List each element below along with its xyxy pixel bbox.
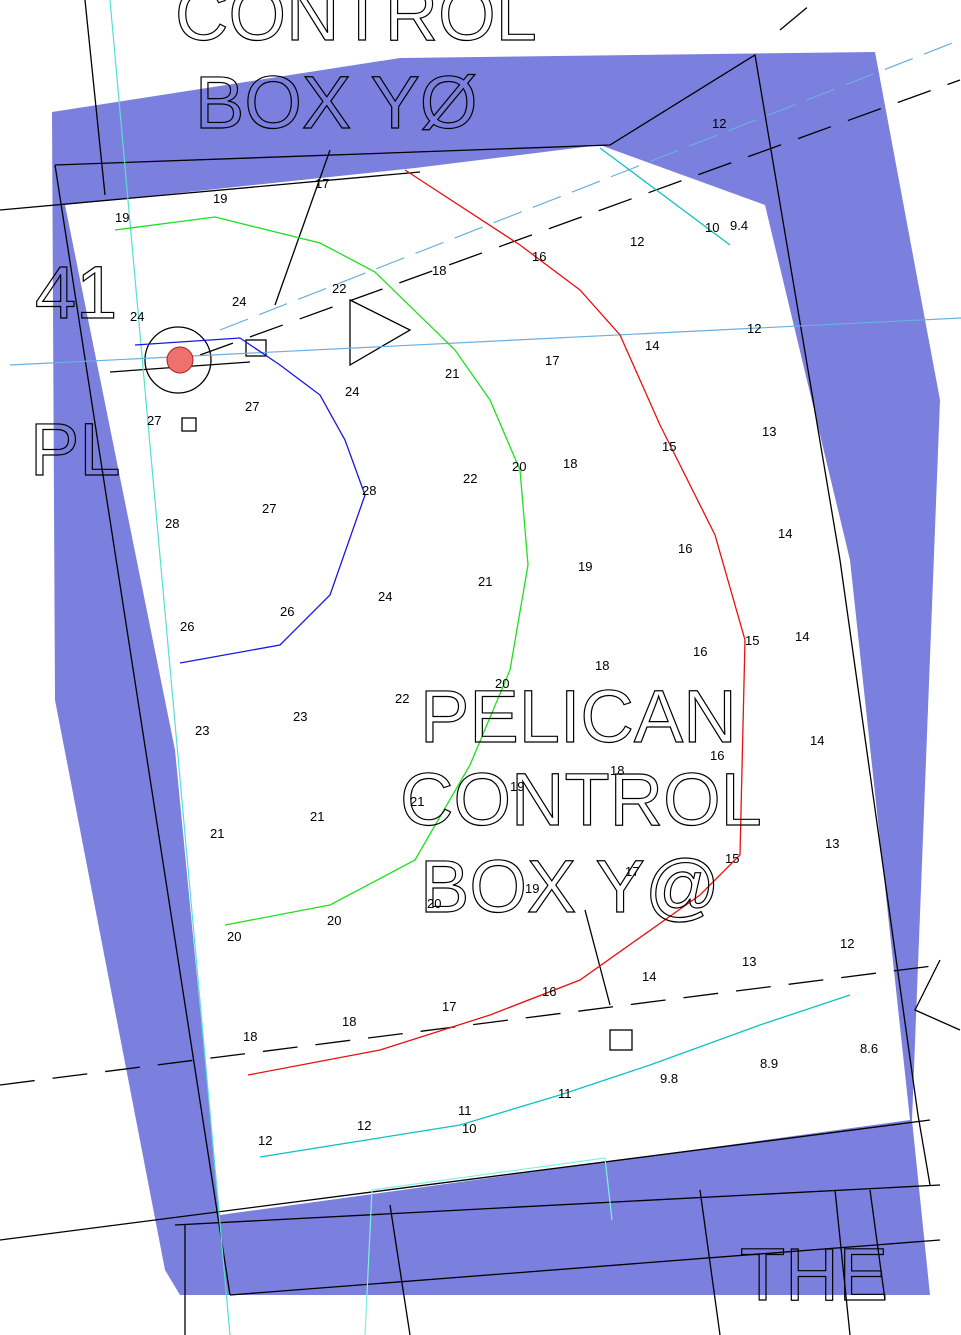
spot-elevation: 17 [442, 999, 456, 1014]
spot-elevation: 23 [195, 723, 209, 738]
spot-elevation: 18 [610, 763, 624, 778]
spot-elevation: 18 [342, 1014, 356, 1029]
spot-elevation: 12 [357, 1118, 371, 1133]
spot-elevation: 22 [332, 281, 346, 296]
lot-number: 41 [35, 251, 117, 334]
spot-elevation: 24 [232, 294, 246, 309]
spot-elevation: 27 [147, 413, 161, 428]
spot-elevation: 19 [578, 559, 592, 574]
spot-elevation: 16 [693, 644, 707, 659]
spot-elevation: 14 [642, 969, 656, 984]
spot-elevation: 17 [545, 353, 559, 368]
spot-elevation: 22 [463, 471, 477, 486]
spot-elevation: 12 [712, 116, 726, 131]
spot-elevation: 14 [810, 733, 824, 748]
control-point [167, 347, 193, 373]
spot-elevation: 24 [378, 589, 392, 604]
spot-elevation: 19 [213, 191, 227, 206]
spot-elevation: 17 [625, 864, 639, 879]
spot-elevation: 26 [180, 619, 194, 634]
spot-elevation: 28 [165, 516, 179, 531]
spot-elevation: 12 [747, 321, 761, 336]
pl-text: PL [30, 408, 121, 491]
spot-elevation: 21 [478, 574, 492, 589]
spot-elevation: 23 [293, 709, 307, 724]
spot-elevation: 15 [745, 633, 759, 648]
spot-elevation: 9.8 [660, 1071, 678, 1086]
spot-elevation: 20 [495, 676, 509, 691]
spot-elevation: 24 [130, 309, 144, 324]
spot-elevation: 13 [742, 954, 756, 969]
the-text: THE [740, 1233, 888, 1316]
spot-elevation: 20 [227, 929, 241, 944]
survey-map: CONTROL BOX YØ 41 PL PELICAN CONTROL BOX… [0, 0, 961, 1335]
spot-elevation: 18 [563, 456, 577, 471]
spot-elevation: 20 [427, 896, 441, 911]
spot-elevation: 18 [432, 263, 446, 278]
spot-elevation: 14 [645, 338, 659, 353]
spot-elevation: 15 [662, 439, 676, 454]
spot-elevation: 20 [327, 913, 341, 928]
top-box-text: BOX YØ [195, 61, 477, 144]
spot-elevation: 16 [542, 984, 556, 999]
spot-elevation: 10 [705, 220, 719, 235]
spot-elevation: 22 [395, 691, 409, 706]
spot-elevation: 15 [725, 851, 739, 866]
spot-elevation: 17 [315, 176, 329, 191]
spot-elevation: 16 [678, 541, 692, 556]
spot-elevation: 8.6 [860, 1041, 878, 1056]
spot-elevation: 21 [210, 826, 224, 841]
spot-elevation: 26 [280, 604, 294, 619]
spot-elevation: 16 [710, 748, 724, 763]
spot-elevation: 20 [512, 459, 526, 474]
spot-elevation: 27 [262, 501, 276, 516]
spot-elevation: 19 [510, 779, 524, 794]
spot-elevation: 19 [525, 881, 539, 896]
spot-elevation: 14 [778, 526, 792, 541]
spot-elevation: 21 [410, 794, 424, 809]
box-text: BOX Y@ [420, 845, 720, 928]
spot-elevation: 12 [840, 936, 854, 951]
spot-elevation: 24 [345, 384, 359, 399]
spot-elevation: 27 [245, 399, 259, 414]
top-control-text: CONTROL [175, 0, 537, 56]
spot-elevation: 10 [462, 1121, 476, 1136]
spot-elevation: 13 [762, 424, 776, 439]
spot-elevation: 21 [445, 366, 459, 381]
spot-elevation: 12 [258, 1133, 272, 1148]
spot-elevation: 28 [362, 483, 376, 498]
spot-elevation: 11 [558, 1086, 572, 1101]
pelican-text: PELICAN [420, 675, 737, 758]
spot-elevation: 18 [595, 658, 609, 673]
spot-elevation: 9.4 [730, 218, 748, 233]
control-text: CONTROL [400, 758, 762, 841]
spot-elevation: 14 [795, 629, 809, 644]
spot-elevation: 18 [243, 1029, 257, 1044]
spot-elevation: 8.9 [760, 1056, 778, 1071]
spot-elevation: 13 [825, 836, 839, 851]
spot-elevation: 19 [115, 210, 129, 225]
spot-elevation: 21 [310, 809, 324, 824]
spot-elevation: 12 [630, 234, 644, 249]
spot-elevation: 16 [532, 249, 546, 264]
spot-elevation: 11 [458, 1103, 472, 1118]
